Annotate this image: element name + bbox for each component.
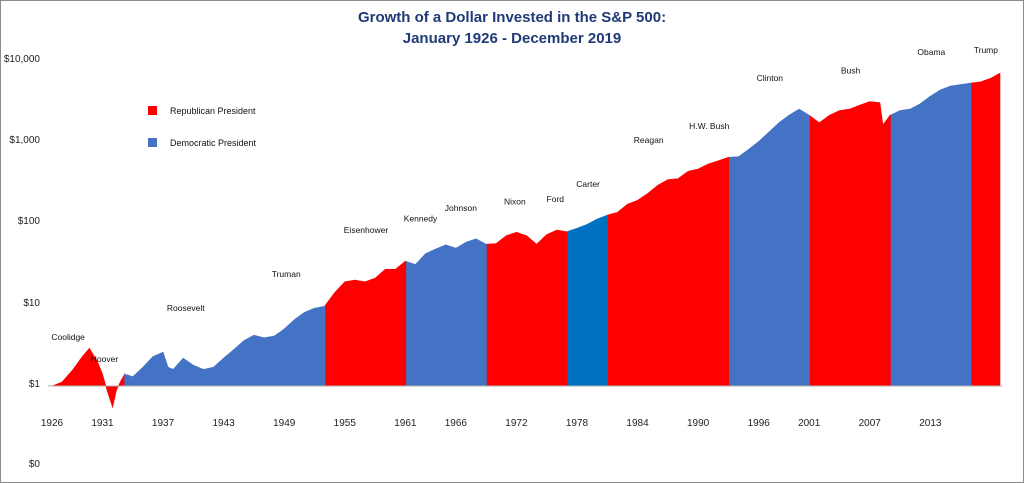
- area-carter: [567, 214, 609, 387]
- x-axis-ticks: 1926 1931 1937 1943 1949 1955 1961 1966 1972 1978…: [41, 418, 942, 429]
- area-eisenhower: [325, 260, 407, 387]
- area-ford: [542, 229, 569, 387]
- x-tick-label: 1931: [91, 418, 114, 429]
- area-reagan: [608, 170, 690, 387]
- x-tick-label: 1949: [273, 418, 296, 429]
- president-label-ford: Ford: [547, 194, 565, 204]
- y-axis-ticks: $10,000 $1,000 $100 $10 $1 $0: [4, 54, 41, 470]
- president-label-obama: Obama: [917, 47, 945, 57]
- area-kennedy: [406, 249, 435, 387]
- x-tick-label: 1978: [566, 418, 589, 429]
- area-coolidge: [51, 353, 85, 387]
- legend-swatch-republican-president: [148, 106, 157, 115]
- x-tick-label: 2007: [859, 418, 882, 429]
- y-tick-label: $10,000: [4, 54, 41, 65]
- area-obama: [890, 82, 972, 387]
- area-johnson: [434, 238, 488, 387]
- legend-label-republican-president: Republican President: [170, 106, 256, 116]
- area-truman: [246, 303, 326, 387]
- president-label-clinton: Clinton: [757, 73, 784, 83]
- area-clinton: [729, 108, 811, 387]
- x-tick-label: 1984: [626, 418, 649, 429]
- president-label-eisenhower: Eisenhower: [344, 225, 389, 235]
- president-label-kennedy: Kennedy: [404, 213, 438, 223]
- president-label-bush: Bush: [841, 65, 861, 75]
- y-tick-label: $1: [29, 379, 41, 390]
- chart-title: Growth of a Dollar Invested in the S&P 5…: [357, 9, 667, 26]
- legend-swatch-democratic-president: [148, 138, 157, 147]
- chart-subtitle: January 1926 - December 2019: [402, 30, 622, 47]
- president-label-h-w-bush: H.W. Bush: [689, 121, 729, 131]
- president-label-roosevelt: Roosevelt: [167, 303, 205, 313]
- legend: Republican President Democratic President: [148, 106, 257, 148]
- x-tick-label: 1955: [334, 418, 357, 429]
- area-trump: [971, 72, 1001, 387]
- x-tick-label: 1996: [748, 418, 771, 429]
- x-tick-label: 1990: [687, 418, 710, 429]
- x-tick-label: 1943: [213, 418, 236, 429]
- x-tick-label: 1966: [445, 418, 468, 429]
- x-tick-label: 1961: [394, 418, 417, 429]
- x-tick-label: 2013: [919, 418, 942, 429]
- president-label-hoover: Hoover: [91, 354, 119, 364]
- president-label-truman: Truman: [272, 269, 301, 279]
- y-tick-label: $10: [23, 298, 40, 309]
- x-tick-label: 1926: [41, 418, 64, 429]
- y-tick-label: $100: [18, 216, 41, 227]
- y-tick-label: $0: [29, 459, 41, 470]
- president-label-carter: Carter: [576, 179, 600, 189]
- legend-label-democratic-president: Democratic President: [170, 138, 257, 148]
- area-nixon: [486, 231, 543, 387]
- x-tick-label: 2001: [798, 418, 821, 429]
- president-label-johnson: Johnson: [445, 203, 477, 213]
- x-tick-label: 1937: [152, 418, 175, 429]
- area-h-w-bush: [688, 156, 730, 387]
- president-label-nixon: Nixon: [504, 196, 526, 206]
- president-label-trump: Trump: [974, 45, 999, 55]
- y-tick-label: $1,000: [9, 135, 40, 146]
- president-labels: Coolidge Hoover Roosevelt Truman Eisenhower K…: [51, 45, 998, 364]
- president-label-reagan: Reagan: [634, 135, 664, 145]
- area-roosevelt: [124, 338, 248, 387]
- area-segments: [51, 72, 1001, 409]
- x-tick-label: 1972: [505, 418, 528, 429]
- area-bush: [809, 101, 892, 387]
- president-label-coolidge: Coolidge: [51, 332, 85, 342]
